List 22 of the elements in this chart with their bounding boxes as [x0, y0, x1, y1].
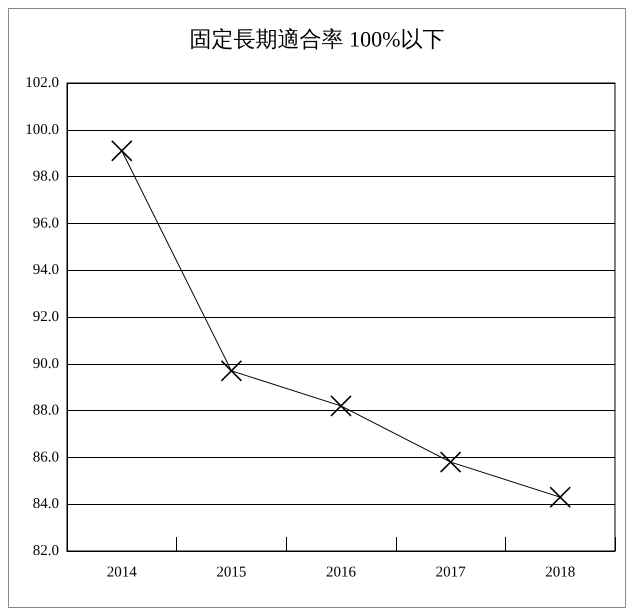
chart-title: 固定長期適合率 100%以下 — [190, 26, 444, 52]
x-tick-label: 2016 — [326, 564, 356, 580]
y-tick-label: 88.0 — [32, 402, 59, 419]
x-tick-label: 2017 — [436, 564, 466, 580]
y-tick-label: 94.0 — [32, 262, 59, 278]
x-tick-label: 2015 — [216, 564, 246, 580]
y-tick-label: 96.0 — [32, 215, 59, 232]
x-tick-label: 2018 — [545, 564, 576, 580]
y-tick-label: 90.0 — [32, 356, 59, 372]
point — [330, 395, 352, 417]
y-tick-label: 86.0 — [32, 449, 59, 466]
point — [440, 451, 462, 473]
y-tick-label: 98.0 — [32, 168, 59, 185]
y-tick-label: 102.0 — [25, 75, 59, 91]
y-tick-label: 82.0 — [32, 543, 59, 559]
point — [220, 360, 242, 382]
point — [549, 486, 571, 508]
y-tick-label: 92.0 — [32, 309, 59, 325]
x-tick-label: 2014 — [106, 564, 138, 580]
y-tick-label: 100.0 — [25, 122, 59, 138]
point — [111, 140, 133, 162]
y-tick-label: 84.0 — [32, 496, 59, 512]
